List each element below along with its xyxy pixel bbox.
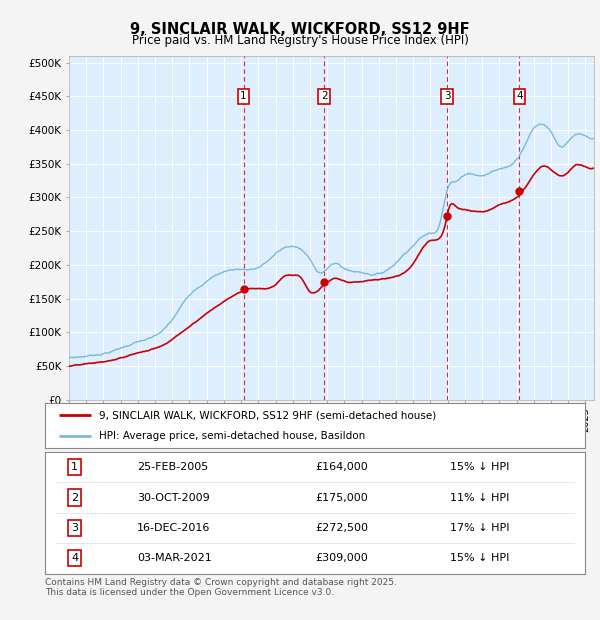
Text: 3: 3 [71, 523, 78, 533]
Text: £175,000: £175,000 [315, 492, 368, 503]
Text: Contains HM Land Registry data © Crown copyright and database right 2025.
This d: Contains HM Land Registry data © Crown c… [45, 578, 397, 597]
Text: 16-DEC-2016: 16-DEC-2016 [137, 523, 210, 533]
Text: 17% ↓ HPI: 17% ↓ HPI [450, 523, 509, 533]
Text: 4: 4 [71, 553, 78, 564]
Text: £272,500: £272,500 [315, 523, 368, 533]
Text: £309,000: £309,000 [315, 553, 368, 564]
Text: 2: 2 [71, 492, 78, 503]
Text: 15% ↓ HPI: 15% ↓ HPI [450, 462, 509, 472]
Text: 15% ↓ HPI: 15% ↓ HPI [450, 553, 509, 564]
Text: 3: 3 [443, 91, 451, 101]
Text: 9, SINCLAIR WALK, WICKFORD, SS12 9HF (semi-detached house): 9, SINCLAIR WALK, WICKFORD, SS12 9HF (se… [99, 410, 436, 420]
Text: 9, SINCLAIR WALK, WICKFORD, SS12 9HF: 9, SINCLAIR WALK, WICKFORD, SS12 9HF [130, 22, 470, 37]
Text: HPI: Average price, semi-detached house, Basildon: HPI: Average price, semi-detached house,… [99, 430, 365, 441]
Text: £164,000: £164,000 [315, 462, 368, 472]
Text: 1: 1 [71, 462, 78, 472]
Text: Price paid vs. HM Land Registry's House Price Index (HPI): Price paid vs. HM Land Registry's House … [131, 34, 469, 47]
Text: 2: 2 [321, 91, 328, 101]
Text: 4: 4 [516, 91, 523, 101]
Text: 11% ↓ HPI: 11% ↓ HPI [450, 492, 509, 503]
Text: 25-FEB-2005: 25-FEB-2005 [137, 462, 208, 472]
Text: 1: 1 [240, 91, 247, 101]
Text: 30-OCT-2009: 30-OCT-2009 [137, 492, 209, 503]
Text: 03-MAR-2021: 03-MAR-2021 [137, 553, 212, 564]
